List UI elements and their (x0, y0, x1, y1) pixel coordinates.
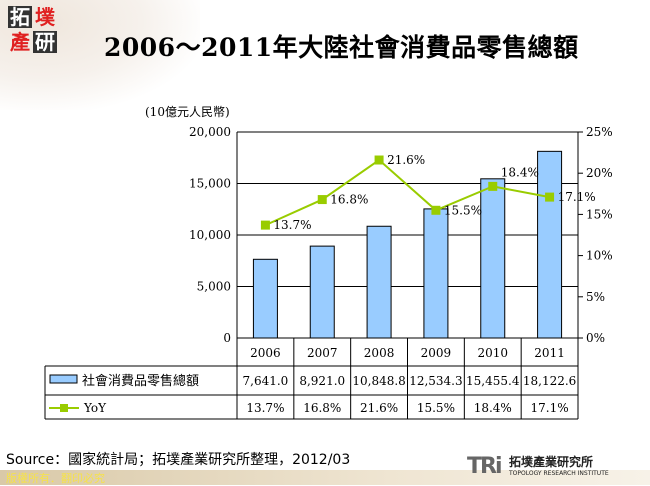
y-left-tick: 5,000 (197, 280, 231, 294)
table-cell-yoy: 16.8% (303, 401, 341, 415)
x-category-label: 2010 (477, 346, 508, 360)
y-left-tick: 10,000 (189, 228, 231, 242)
yoy-marker (545, 192, 555, 202)
logo-char: 墣 (35, 5, 55, 29)
table-cell-value: 15,455.4 (466, 374, 520, 388)
yoy-marker (488, 181, 498, 191)
page-title: 2006～2011年大陸社會消費品零售總額 (104, 33, 579, 62)
y-right-tick: 10% (586, 249, 613, 263)
y-right-tick: 0% (586, 331, 605, 345)
table-cell-yoy: 13.7% (246, 401, 284, 415)
y-right-tick: 15% (586, 207, 613, 221)
y-right-tick: 20% (586, 166, 613, 180)
source-note: Source：國家統計局；拓墣產業研究所整理，2012/03 (6, 452, 351, 468)
x-category-label: 2007 (307, 346, 338, 360)
table-cell-value: 7,641.0 (243, 374, 289, 388)
table-cell-yoy: 15.5% (417, 401, 455, 415)
legend-line-label: YoY (83, 401, 107, 415)
table-cell-yoy: 21.6% (360, 401, 398, 415)
org-name-en: TOPOLOGY RESEARCH INSTITUTE (509, 470, 609, 477)
yoy-data-label: 15.5% (444, 203, 482, 217)
copyright: 版權所有．翻印必究 (6, 472, 105, 485)
x-category-label: 2006 (250, 346, 281, 360)
yoy-marker (317, 195, 327, 205)
y-right-tick: 5% (586, 290, 605, 304)
x-category-label: 2009 (421, 346, 452, 360)
bar (252, 258, 278, 339)
table-cell-yoy: 18.4% (474, 401, 512, 415)
org-mark: TRi (467, 454, 502, 479)
yoy-marker (374, 155, 384, 165)
legend-line-marker (60, 404, 68, 412)
yoy-data-label: 13.7% (273, 218, 311, 232)
yoy-data-label: 21.6% (387, 153, 425, 167)
org-logo: TRi 拓墣產業研究所 TOPOLOGY RESEARCH INSTITUTE (467, 455, 647, 479)
bar (309, 245, 335, 339)
table-cell-value: 12,534.3 (409, 374, 462, 388)
legend-bar-label: 社會消費品零售總額 (82, 373, 199, 389)
background-decoration (0, 0, 200, 110)
yoy-data-label: 18.4% (501, 165, 539, 179)
x-category-label: 2011 (534, 346, 565, 360)
bar (366, 225, 392, 339)
yoy-data-label: 17.1% (558, 190, 596, 204)
x-category-label: 2008 (364, 346, 395, 360)
yoy-line (265, 158, 550, 227)
table-cell-value: 10,848.8 (352, 374, 405, 388)
table-cell-yoy: 17.1% (531, 401, 569, 415)
y-left-tick: 0 (223, 331, 231, 345)
y-left-tick: 20,000 (189, 125, 231, 139)
bar (537, 150, 563, 339)
logo-char: 拓 (8, 5, 32, 29)
footer-bar: 版權所有．翻印必究 (0, 470, 650, 485)
logo-char: 產 (10, 30, 30, 54)
legend-bar-swatch (49, 374, 78, 384)
logo: 拓 墣 產 研 (8, 6, 60, 56)
y-right-tick: 25% (586, 125, 613, 139)
yoy-marker (260, 220, 270, 230)
y-left-tick: 15,000 (189, 177, 231, 191)
table-cell-value: 8,921.0 (299, 374, 345, 388)
yoy-data-label: 16.8% (330, 193, 368, 207)
chart: (10億元人民幣) 0 5,000 10,000 15,000 20,000 0% 5% 10%… (44, 105, 613, 420)
table-cell-value: 18,122.6 (523, 374, 576, 388)
yoy-marker (431, 205, 441, 215)
logo-char: 研 (33, 30, 57, 54)
bar (480, 178, 506, 339)
bar (423, 208, 449, 339)
org-name-cn: 拓墣產業研究所 (509, 455, 594, 469)
unit-label: (10億元人民幣) (145, 105, 230, 119)
